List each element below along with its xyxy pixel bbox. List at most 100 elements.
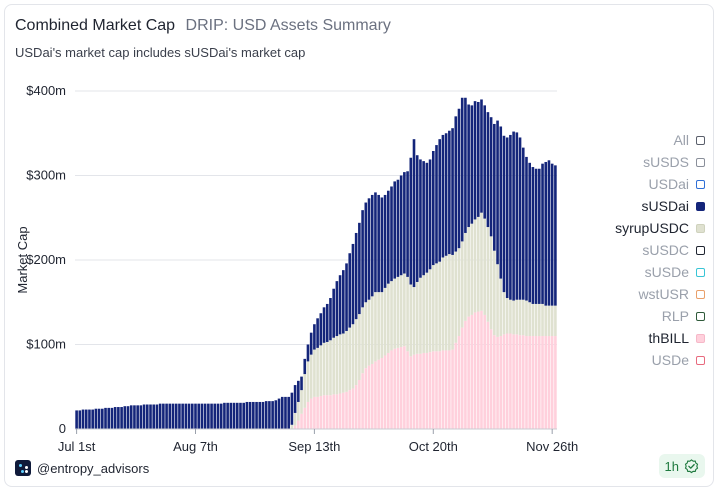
bar-thbill xyxy=(322,395,326,429)
bar-thbill xyxy=(502,334,506,429)
bar-syrupusdc xyxy=(441,257,445,351)
bar-susdai xyxy=(399,175,403,276)
bar-thbill xyxy=(521,335,525,429)
bar-susdai xyxy=(550,163,554,306)
bar-syrupusdc xyxy=(505,298,509,334)
dashboard-name[interactable]: DRIP: USD Assets Summary xyxy=(185,17,391,34)
legend-item-usdai[interactable]: USDai xyxy=(649,173,705,195)
refresh-interval-badge[interactable]: 1h xyxy=(658,454,705,478)
legend-label: USDe xyxy=(651,352,689,368)
bar-thbill xyxy=(390,350,393,429)
bar-thbill xyxy=(428,352,432,429)
bar-susdai xyxy=(258,401,262,429)
bar-thbill xyxy=(345,391,348,429)
bar-syrupusdc xyxy=(457,248,461,337)
bar-susdai xyxy=(425,162,429,273)
bar-thbill xyxy=(476,311,480,429)
legend-item-susde[interactable]: sUSDe xyxy=(645,261,705,283)
bar-thbill xyxy=(303,407,307,430)
bar-thbill xyxy=(383,355,387,429)
bar-susdai xyxy=(216,403,220,429)
bar-syrupusdc xyxy=(534,303,538,337)
bar-syrupusdc xyxy=(444,255,448,351)
x-tick-label: Oct 20th xyxy=(409,439,458,454)
bar-susdai xyxy=(521,147,525,300)
bar-susdai xyxy=(493,123,496,251)
bar-thbill xyxy=(431,351,435,429)
bar-susdai xyxy=(505,137,509,299)
legend-item-rlp[interactable]: RLP xyxy=(662,305,705,327)
bar-susdai xyxy=(239,402,242,429)
bar-thbill xyxy=(332,394,335,429)
bar-syrupusdc xyxy=(367,299,371,366)
bar-syrupusdc xyxy=(342,333,345,393)
bar-susdai xyxy=(525,156,528,301)
legend-swatch-icon xyxy=(696,179,705,189)
bar-susdai xyxy=(149,404,152,429)
bar-syrupusdc xyxy=(303,374,307,408)
bar-thbill xyxy=(358,379,361,429)
legend-item-usde[interactable]: USDe xyxy=(652,349,705,371)
bar-syrupusdc xyxy=(325,341,329,396)
bar-thbill xyxy=(300,413,303,429)
bar-syrupusdc xyxy=(409,284,413,357)
bar-susdai xyxy=(486,112,490,228)
bar-susdai xyxy=(219,403,223,429)
bar-susdai xyxy=(255,401,258,429)
x-tick-label: Nov 26th xyxy=(526,439,578,454)
bar-thbill xyxy=(435,351,438,429)
x-tick-label: Aug 7th xyxy=(173,439,218,454)
legend-item-all[interactable]: All xyxy=(673,129,705,151)
bar-syrupusdc xyxy=(483,218,486,315)
bar-susdai xyxy=(374,192,377,293)
bar-syrupusdc xyxy=(335,336,339,395)
bar-syrupusdc xyxy=(438,261,442,352)
legend-item-susds[interactable]: sUSDS xyxy=(643,151,705,173)
legend-item-syrupusdc[interactable]: syrupUSDC xyxy=(615,217,705,239)
legend-label: All xyxy=(673,132,689,148)
bar-thbill xyxy=(377,359,380,429)
bar-syrupusdc xyxy=(460,241,464,328)
bar-susdai xyxy=(332,288,335,338)
bar-susdai xyxy=(168,403,172,429)
bar-syrupusdc xyxy=(515,299,519,335)
bar-syrupusdc xyxy=(419,277,422,354)
bar-syrupusdc xyxy=(502,292,506,335)
bar-syrupusdc xyxy=(412,287,416,355)
attribution[interactable]: @entropy_advisors xyxy=(15,460,149,476)
bar-syrupusdc xyxy=(541,303,544,337)
bar-susdai xyxy=(290,392,294,425)
bar-syrupusdc xyxy=(290,424,294,429)
bar-syrupusdc xyxy=(473,219,477,313)
legend-swatch-icon xyxy=(696,135,705,145)
legend-item-wstusr[interactable]: wstUSR xyxy=(638,283,705,305)
legend-item-susdc[interactable]: sUSDC xyxy=(642,239,705,261)
bar-susdai xyxy=(454,116,458,252)
bar-susdai xyxy=(448,130,451,255)
bar-syrupusdc xyxy=(354,319,358,386)
bar-syrupusdc xyxy=(489,236,493,330)
bar-syrupusdc xyxy=(521,299,525,336)
bar-syrupusdc xyxy=(451,254,454,350)
bar-susdai xyxy=(538,168,541,304)
bar-syrupusdc xyxy=(428,269,432,353)
bar-thbill xyxy=(293,425,297,429)
bar-susdai xyxy=(512,131,515,301)
bar-susdai xyxy=(415,155,419,282)
legend-item-susdai[interactable]: sUSDai xyxy=(642,195,705,217)
legend-item-thbill[interactable]: thBILL xyxy=(649,327,705,349)
bar-susdai xyxy=(120,407,123,429)
bar-susdai xyxy=(499,126,503,279)
bar-susdai xyxy=(226,402,229,429)
bar-thbill xyxy=(496,336,499,429)
bar-syrupusdc xyxy=(319,345,323,397)
bar-susdai xyxy=(419,159,422,278)
bar-susdai xyxy=(335,281,339,337)
bar-susdai xyxy=(197,403,201,429)
bar-susdai xyxy=(358,222,361,315)
bar-susdai xyxy=(547,160,551,306)
bar-syrupusdc xyxy=(348,327,352,391)
bar-susdai xyxy=(473,101,477,220)
bar-thbill xyxy=(509,333,512,429)
bar-susdai xyxy=(187,403,191,429)
